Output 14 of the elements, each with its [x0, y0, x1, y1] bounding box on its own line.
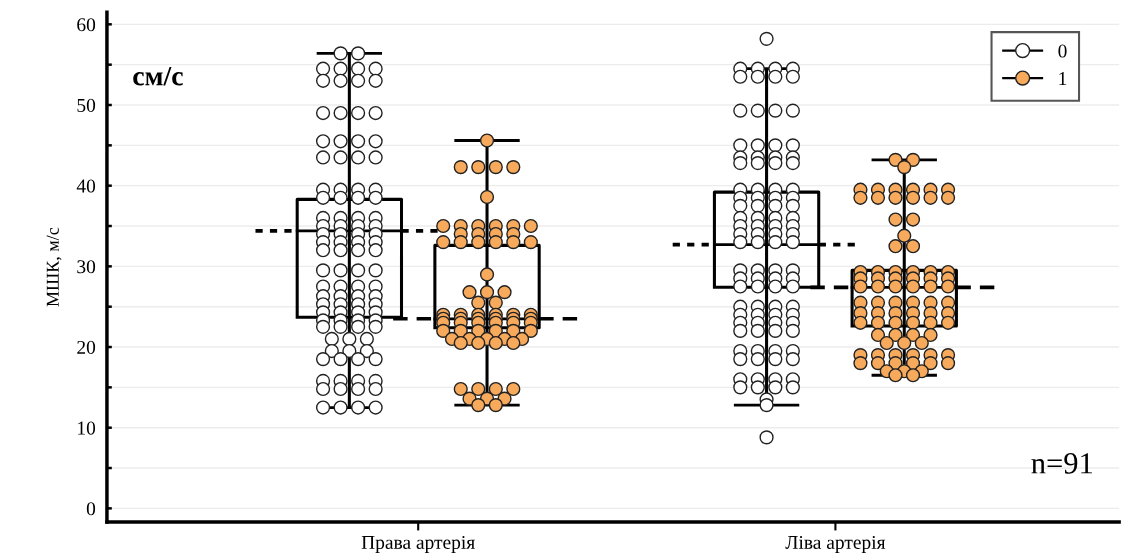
y-tick-label: 40	[76, 179, 96, 193]
legend-label: 1	[1059, 72, 1067, 85]
x-tick-label: Права артерія	[361, 535, 475, 553]
y-tick-label: 10	[78, 421, 96, 435]
legend-label: 0	[1058, 44, 1067, 58]
y-axis-title: МШК, м/с	[46, 227, 62, 307]
y-tick-label: 60	[77, 18, 96, 32]
y-tick-label: 50	[77, 98, 96, 112]
y-tick-label: 20	[77, 340, 96, 354]
annotation: n=91	[1031, 453, 1092, 474]
y-tick-label: 30	[77, 260, 96, 274]
y-tick-label: 0	[86, 502, 96, 516]
annotation: см/с	[133, 66, 183, 86]
x-tick-label: Ліва артерія	[785, 535, 886, 553]
